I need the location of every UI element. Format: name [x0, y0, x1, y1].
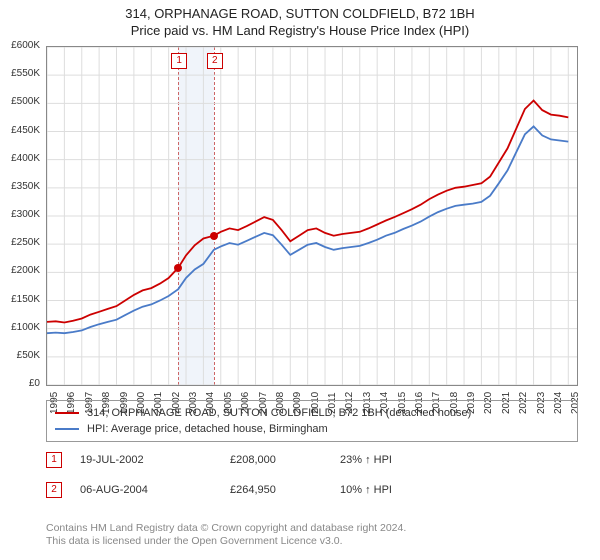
legend-label: HPI: Average price, detached house, Birm…	[87, 423, 328, 435]
y-tick-label: £400K	[0, 153, 40, 164]
y-tick-label: £300K	[0, 209, 40, 220]
legend-swatch	[55, 428, 79, 430]
sale-marker-icon: 2	[46, 482, 62, 498]
y-tick-label: £150K	[0, 294, 40, 305]
y-tick-label: £100K	[0, 322, 40, 333]
y-tick-label: £600K	[0, 40, 40, 51]
price-chart-figure: 314, ORPHANAGE ROAD, SUTTON COLDFIELD, B…	[0, 0, 600, 560]
legend-label: 314, ORPHANAGE ROAD, SUTTON COLDFIELD, B…	[87, 407, 471, 419]
legend-swatch	[55, 412, 79, 414]
sale-price: £264,950	[230, 484, 340, 496]
sale-row: 2 06-AUG-2004 £264,950 10% ↑ HPI	[46, 482, 578, 498]
chart-title: 314, ORPHANAGE ROAD, SUTTON COLDFIELD, B…	[0, 0, 600, 21]
sale-date: 06-AUG-2004	[80, 484, 230, 496]
legend-row: HPI: Average price, detached house, Birm…	[55, 421, 569, 437]
sale-marker-1: 1	[171, 53, 187, 69]
y-tick-label: £350K	[0, 181, 40, 192]
sale-point-2	[210, 232, 218, 240]
legend-row: 314, ORPHANAGE ROAD, SUTTON COLDFIELD, B…	[55, 405, 569, 421]
credit-line-2: This data is licensed under the Open Gov…	[46, 535, 343, 547]
sale-point-1	[174, 264, 182, 272]
sale-delta-hpi: 23% ↑ HPI	[340, 454, 460, 466]
sale-delta-hpi: 10% ↑ HPI	[340, 484, 460, 496]
y-tick-label: £450K	[0, 125, 40, 136]
legend: 314, ORPHANAGE ROAD, SUTTON COLDFIELD, B…	[46, 400, 578, 442]
plot-svg	[47, 47, 577, 385]
plot-area: 1 2	[46, 46, 578, 386]
sale-row: 1 19-JUL-2002 £208,000 23% ↑ HPI	[46, 452, 578, 468]
y-tick-label: £250K	[0, 237, 40, 248]
gridlines	[47, 47, 577, 385]
data-credit: Contains HM Land Registry data © Crown c…	[46, 522, 578, 548]
y-tick-label: £550K	[0, 68, 40, 79]
sale-date: 19-JUL-2002	[80, 454, 230, 466]
sale-price: £208,000	[230, 454, 340, 466]
y-tick-label: £0	[0, 378, 40, 389]
y-tick-label: £200K	[0, 265, 40, 276]
chart-subtitle: Price paid vs. HM Land Registry's House …	[0, 21, 600, 38]
y-tick-label: £500K	[0, 96, 40, 107]
y-tick-label: £50K	[0, 350, 40, 361]
sale-marker-2: 2	[207, 53, 223, 69]
credit-line-1: Contains HM Land Registry data © Crown c…	[46, 522, 406, 534]
sale-marker-icon: 1	[46, 452, 62, 468]
